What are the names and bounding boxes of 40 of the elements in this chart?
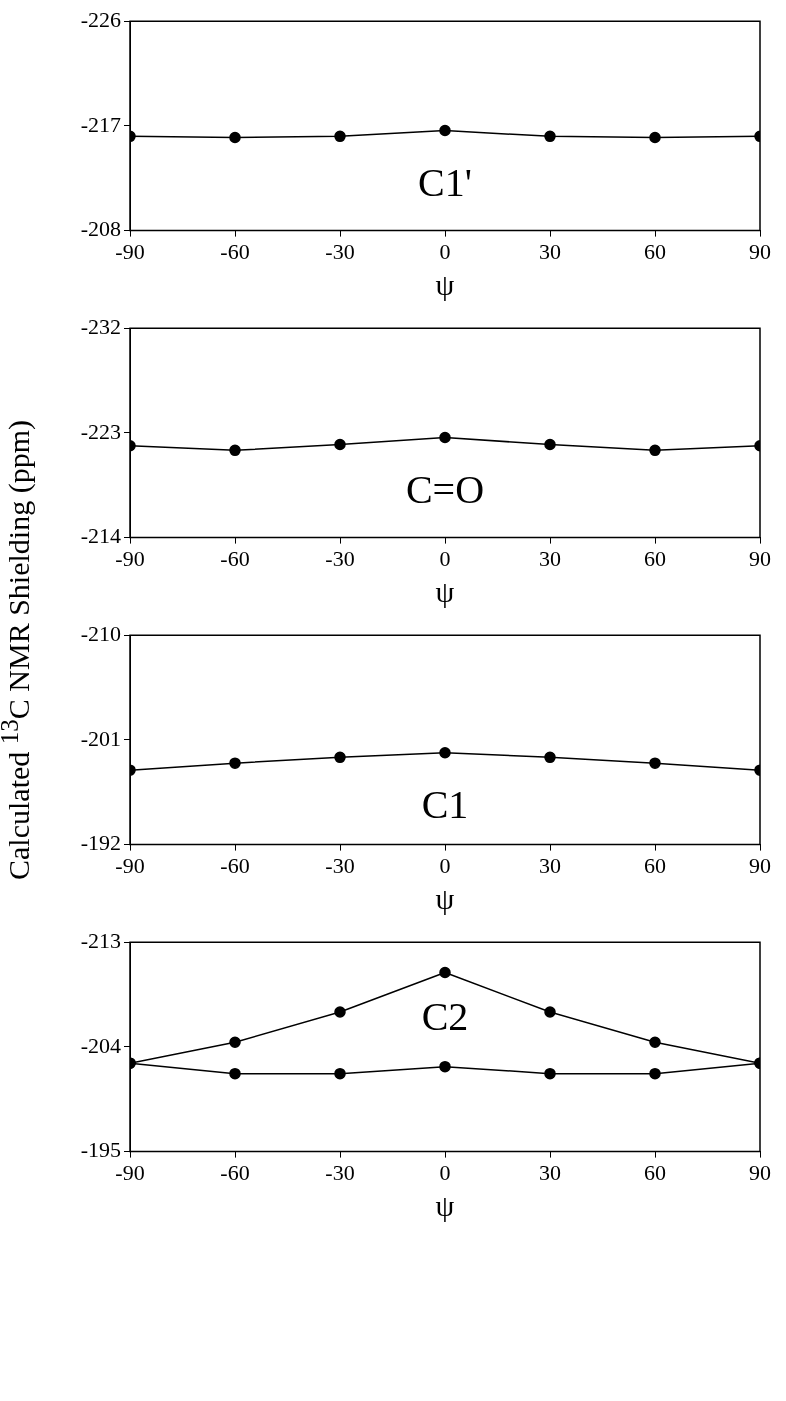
x-tick-label: 90 xyxy=(749,1159,771,1185)
x-axis-title: ψ xyxy=(435,881,455,915)
x-tick-label: 0 xyxy=(439,545,451,571)
x-tick-label: -30 xyxy=(325,545,355,571)
x-tick-label: 30 xyxy=(539,1159,561,1185)
x-tick-label: 90 xyxy=(749,852,771,878)
y-tick-label: -201 xyxy=(80,725,121,751)
x-tick-label: -30 xyxy=(325,238,355,264)
x-tick-label: 0 xyxy=(439,1159,451,1185)
x-tick-label: -30 xyxy=(325,1159,355,1185)
x-tick-label: -60 xyxy=(220,545,250,571)
y-tick-label: -232 xyxy=(80,313,121,339)
x-tick-label: 30 xyxy=(539,852,561,878)
x-tick-label: 90 xyxy=(749,545,771,571)
y-tick-label: -217 xyxy=(80,111,121,137)
x-tick-label: 0 xyxy=(439,852,451,878)
x-tick-label: 60 xyxy=(644,238,666,264)
x-tick-label: 60 xyxy=(644,1159,666,1185)
x-axis-title: ψ xyxy=(435,574,455,608)
x-tick-label: -60 xyxy=(220,1159,250,1185)
x-tick-label: 90 xyxy=(749,238,771,264)
x-tick-label: 60 xyxy=(644,545,666,571)
x-tick-label: 60 xyxy=(644,852,666,878)
y-tick-label: -210 xyxy=(80,620,121,646)
x-axis-title: ψ xyxy=(435,1188,455,1222)
x-tick-label: -60 xyxy=(220,852,250,878)
x-tick-label: -30 xyxy=(325,852,355,878)
annotation: C1' xyxy=(418,160,472,206)
y-tick-label: -226 xyxy=(80,6,121,32)
y-tick-label: -223 xyxy=(80,418,121,444)
x-tick-label: 30 xyxy=(539,545,561,571)
y-tick-label: -204 xyxy=(80,1032,121,1058)
annotation: C2 xyxy=(421,994,469,1040)
annotation: C=O xyxy=(405,467,485,513)
annotation: C1 xyxy=(421,782,469,828)
y-tick-label: -213 xyxy=(80,927,121,953)
x-tick-label: -60 xyxy=(220,238,250,264)
x-tick-label: 30 xyxy=(539,238,561,264)
x-tick-label: 0 xyxy=(439,238,451,264)
x-axis-title: ψ xyxy=(435,267,455,301)
